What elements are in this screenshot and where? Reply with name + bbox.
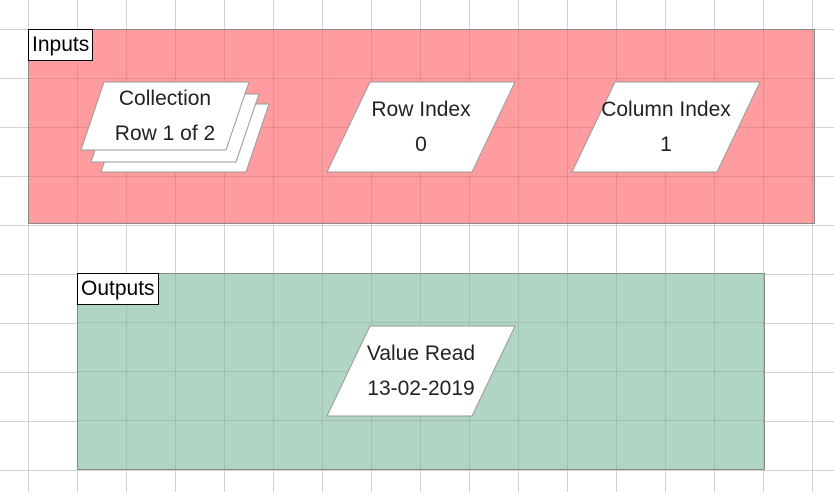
parallelogram-icon	[326, 81, 516, 173]
stacked-parallelogram-icon	[80, 81, 270, 173]
row-index-input-shape[interactable]: Row Index 0	[326, 81, 516, 173]
collection-value: Row 1 of 2	[114, 122, 216, 145]
inputs-label: Inputs	[28, 29, 94, 61]
parallelogram-icon	[326, 325, 516, 417]
column-index-text: Column Index 1	[572, 82, 760, 172]
row-index-title: Row Index	[371, 98, 471, 121]
collection-text: Collection Row 1 of 2	[81, 82, 249, 150]
outputs-region: Outputs Value Read 13-02-2019	[77, 273, 765, 470]
value-read-title: Value Read	[366, 342, 476, 365]
parallelogram-icon	[571, 81, 761, 173]
column-index-title: Column Index	[601, 98, 731, 121]
outputs-label: Outputs	[77, 273, 159, 305]
row-index-value: 0	[415, 133, 427, 156]
collection-title: Collection	[118, 87, 212, 110]
row-index-text: Row Index 0	[327, 82, 515, 172]
inputs-region: Inputs Collection Row 1 of 2 Row Index 0…	[28, 29, 815, 224]
value-read-output-shape[interactable]: Value Read 13-02-2019	[326, 325, 516, 417]
value-read-value: 13-02-2019	[367, 377, 475, 400]
column-index-input-shape[interactable]: Column Index 1	[571, 81, 761, 173]
column-index-value: 1	[660, 133, 672, 156]
collection-input-shape[interactable]: Collection Row 1 of 2	[80, 81, 271, 174]
value-read-text: Value Read 13-02-2019	[327, 326, 515, 416]
